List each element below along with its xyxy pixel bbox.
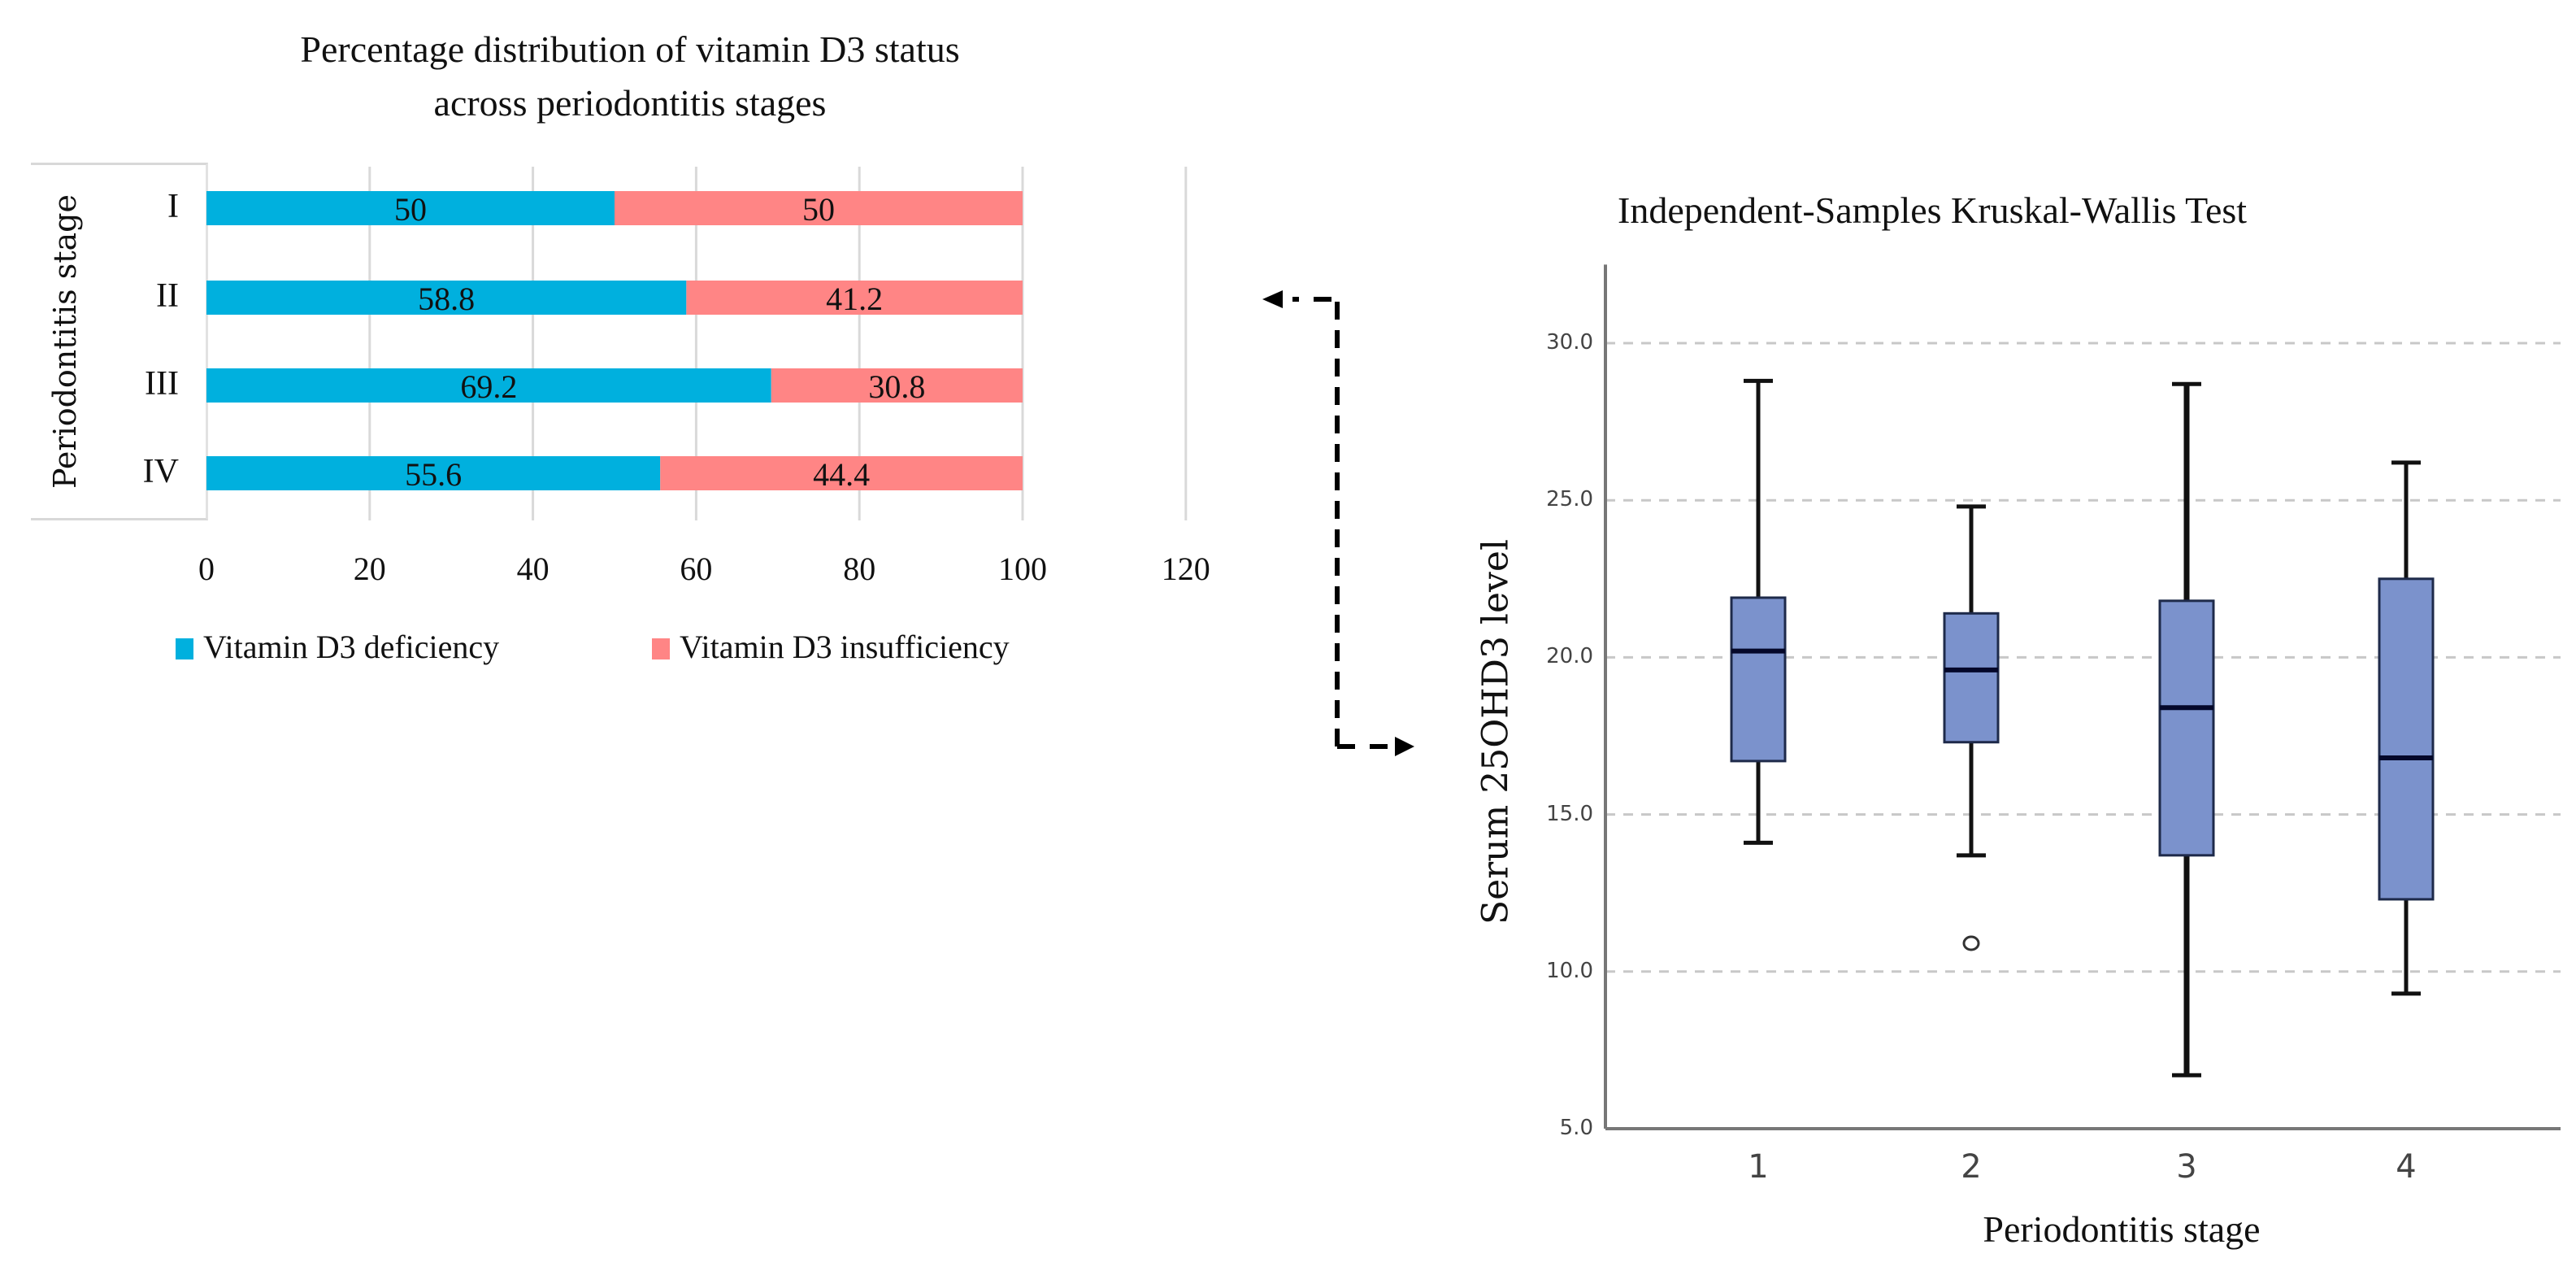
box-iqr bbox=[1943, 612, 2000, 744]
bar-x-tick-label: 80 bbox=[843, 551, 876, 587]
bar-segment-deficiency bbox=[206, 281, 687, 315]
box-x-tick-label: 4 bbox=[2396, 1148, 2417, 1186]
box-y-tick-label: 25.0 bbox=[1546, 487, 1593, 512]
legend-label-insufficiency: Vitamin D3 insufficiency bbox=[680, 629, 1010, 665]
box-x-tick-label: 1 bbox=[1748, 1148, 1769, 1186]
box-y-tick-label: 15.0 bbox=[1546, 801, 1593, 826]
bar-data-label: 58.8 bbox=[418, 281, 475, 317]
box-y-tick-label: 30.0 bbox=[1546, 330, 1593, 355]
box-y-tick-label: 10.0 bbox=[1546, 958, 1593, 983]
box-plot-box-group bbox=[1730, 378, 1787, 845]
bar-data-label: 41.2 bbox=[826, 281, 883, 317]
arrow-right-icon bbox=[1395, 737, 1414, 756]
bar-x-tick-label: 0 bbox=[198, 551, 215, 587]
box-outlier-point bbox=[1962, 935, 1980, 951]
bar-segment-insufficiency bbox=[660, 456, 1023, 490]
bar-chart-title: Percentage distribution of vitamin D3 st… bbox=[146, 23, 1114, 130]
bar-chart-title-line-2: across periodontitis stages bbox=[433, 82, 827, 124]
box-plot-x-axis-label: Periodontitis stage bbox=[1983, 1208, 2261, 1250]
box-iqr bbox=[2378, 577, 2435, 901]
box-plot-box-group bbox=[1943, 504, 2000, 951]
bar-category-label: II bbox=[156, 277, 179, 315]
box-plot-box-group bbox=[2378, 460, 2435, 996]
bar-data-label: 50 bbox=[802, 191, 835, 228]
bar-category-label: III bbox=[145, 365, 179, 403]
legend-swatch-deficiency bbox=[176, 638, 193, 659]
box-plot-title: Independent-Samples Kruskal-Wallis Test bbox=[1618, 189, 2248, 231]
bar-x-tick-label: 60 bbox=[680, 551, 713, 587]
box-y-tick-label: 20.0 bbox=[1546, 644, 1593, 669]
bar-data-label: 55.6 bbox=[405, 456, 462, 493]
bar-x-tick-label: 20 bbox=[353, 551, 386, 587]
bar-x-tick-label: 120 bbox=[1161, 551, 1210, 587]
connector-arrow-icon bbox=[1262, 290, 1414, 756]
bar-data-label: 30.8 bbox=[868, 368, 925, 405]
box-x-tick-label: 2 bbox=[1961, 1148, 1982, 1186]
bar-segment-deficiency bbox=[206, 191, 615, 225]
box-iqr bbox=[2158, 599, 2215, 857]
bar-segment-insufficiency bbox=[686, 281, 1023, 315]
bar-category-label: I bbox=[167, 188, 179, 225]
arrow-left-icon bbox=[1262, 290, 1283, 308]
box-iqr bbox=[1730, 596, 1787, 763]
bar-x-tick-label: 40 bbox=[516, 551, 550, 587]
bar-category-label: IV bbox=[142, 453, 179, 490]
bar-x-tick-label: 100 bbox=[998, 551, 1047, 587]
bar-segment-insufficiency bbox=[615, 191, 1023, 225]
legend-swatch-insufficiency bbox=[652, 638, 670, 659]
bar-data-label: 69.2 bbox=[460, 368, 517, 405]
box-y-tick-label: 5.0 bbox=[1559, 1116, 1593, 1140]
box-plot-box-group bbox=[2158, 381, 2215, 1077]
bar-chart-title-line-1: Percentage distribution of vitamin D3 st… bbox=[300, 28, 960, 70]
legend-label-deficiency: Vitamin D3 deficiency bbox=[203, 629, 500, 665]
bar-data-label: 44.4 bbox=[813, 456, 870, 493]
box-x-tick-label: 3 bbox=[2176, 1148, 2197, 1186]
bar-segment-insufficiency bbox=[771, 368, 1023, 403]
bar-chart-category-frame bbox=[31, 163, 208, 520]
bar-data-label: 50 bbox=[394, 191, 427, 228]
bar-segment-deficiency bbox=[206, 456, 661, 490]
bar-segment-deficiency bbox=[206, 368, 771, 403]
